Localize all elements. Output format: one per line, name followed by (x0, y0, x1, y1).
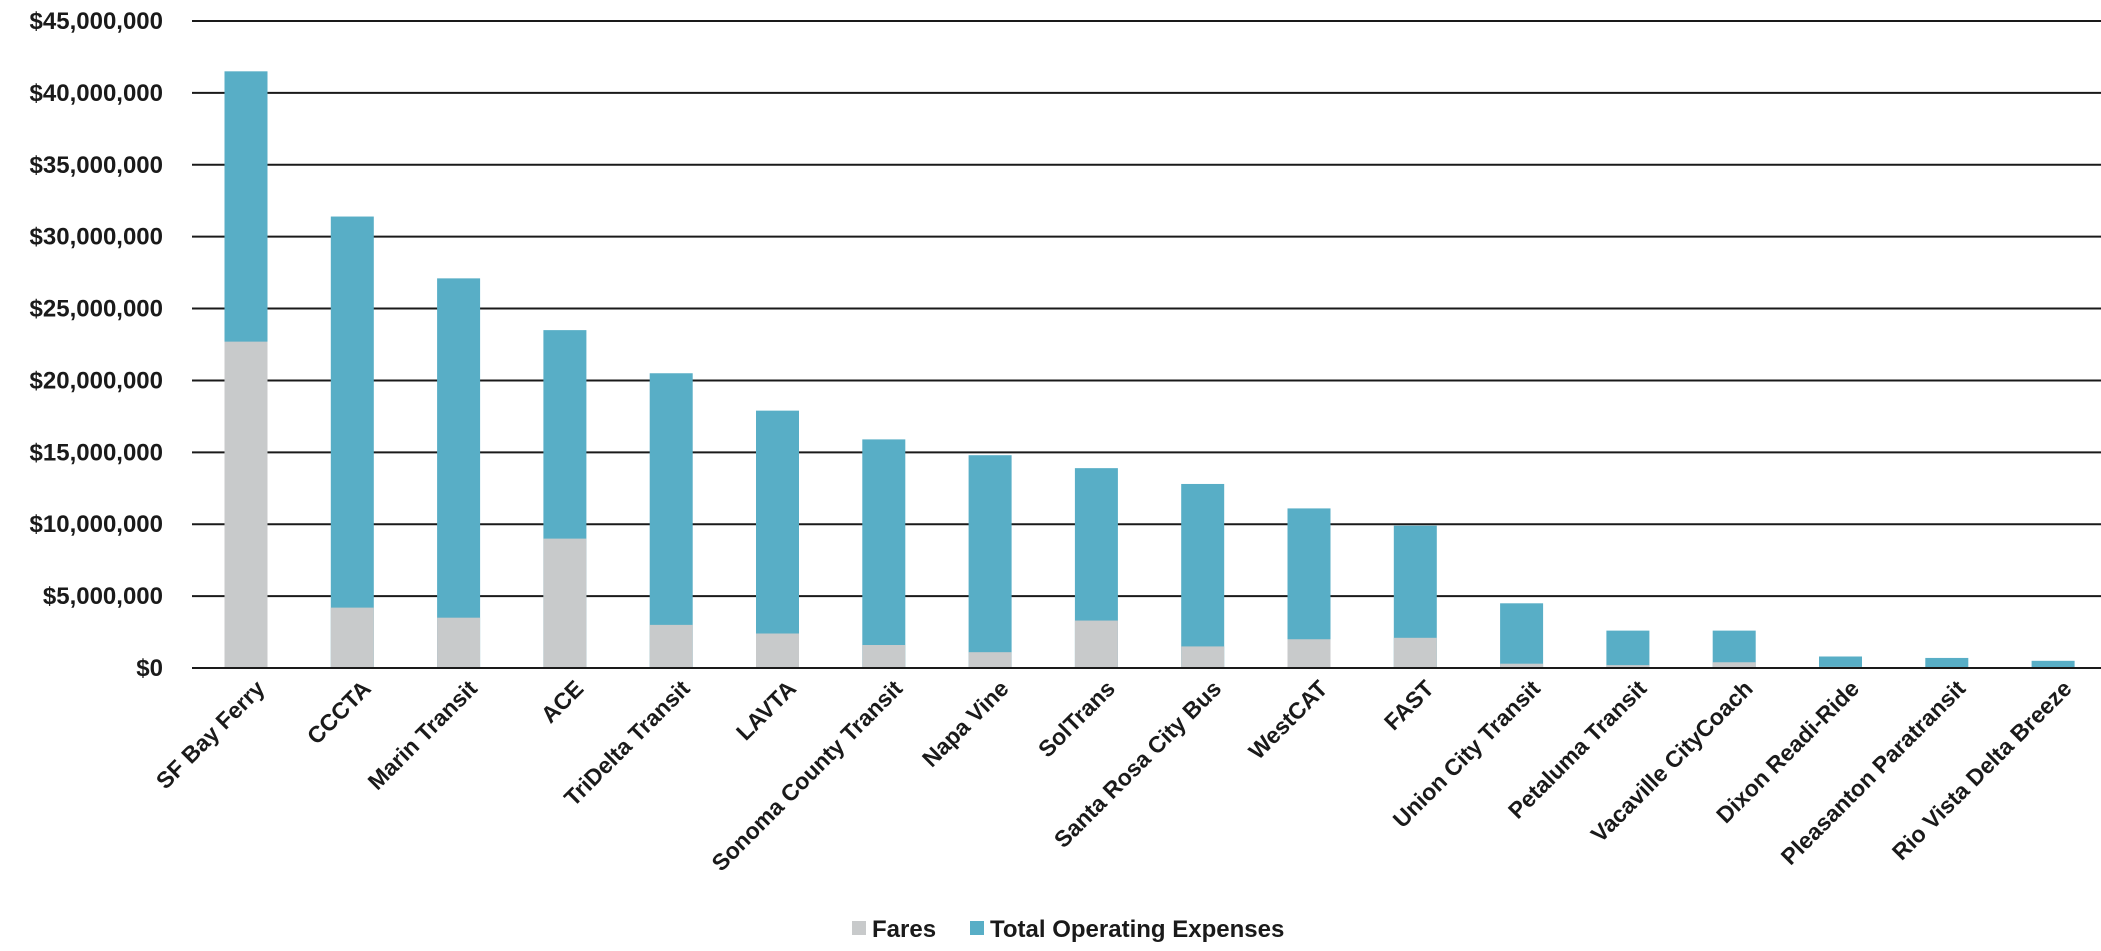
y-tick-label: $25,000,000 (30, 296, 163, 323)
y-tick-label: $0 (136, 655, 163, 682)
legend-label: Fares (872, 916, 936, 943)
bar-total-operating-expenses (330, 216, 374, 668)
legend-swatch (852, 921, 866, 935)
x-category-label: Marin Transit (363, 675, 483, 795)
y-tick-label: $45,000,000 (30, 8, 163, 35)
bar-total-operating-expenses (968, 455, 1012, 668)
bars (192, 71, 2101, 669)
y-tick-label: $5,000,000 (43, 583, 163, 610)
bar-total-operating-expenses (756, 410, 799, 668)
y-tick-label: $15,000,000 (30, 439, 163, 466)
x-category-label: Napa Vine (917, 675, 1014, 772)
y-tick-label: $35,000,000 (30, 152, 163, 179)
bar-fares (1500, 663, 1544, 668)
bar-fares (968, 652, 1012, 668)
legend: Fares Total Operating Expenses (852, 916, 1284, 943)
bar-fares (1074, 620, 1118, 668)
x-category-label: SolTrans (1033, 675, 1120, 762)
y-axis-tick-labels: $0 $5,000,000 $10,000,000 $15,000,000 $20,00… (30, 8, 163, 682)
bar-total-operating-expenses (1181, 483, 1225, 668)
bar-fares (330, 607, 374, 668)
y-tick-label: $10,000,000 (30, 511, 163, 538)
bar-total-operating-expenses (437, 278, 481, 668)
bar-fares (224, 341, 268, 668)
x-category-label: FAST (1379, 675, 1439, 735)
y-tick-label: $20,000,000 (30, 367, 163, 394)
bar-total-operating-expenses (1819, 656, 1862, 668)
x-category-label: LAVTA (731, 675, 801, 745)
bar-fares (649, 624, 693, 668)
legend-label: Total Operating Expenses (990, 916, 1284, 943)
bar-total-operating-expenses (1606, 630, 1650, 668)
bar-fares (1606, 665, 1650, 668)
y-tick-label: $30,000,000 (30, 224, 163, 251)
bar-total-operating-expenses (1712, 630, 1756, 668)
bar-fares (1181, 646, 1225, 668)
bar-total-operating-expenses (1500, 603, 1544, 668)
bar-total-operating-expenses (1925, 657, 1969, 668)
x-category-label: ACE (536, 675, 589, 728)
bar-fares (756, 633, 799, 668)
x-category-label: SF Bay Ferry (151, 675, 270, 794)
bar-fares (1712, 662, 1756, 668)
bar-fares (437, 617, 481, 668)
bar-total-operating-expenses (862, 439, 906, 668)
legend-swatch (970, 921, 984, 935)
bar-fares (543, 538, 587, 668)
y-tick-label: $40,000,000 (30, 80, 163, 107)
bar-total-operating-expenses (649, 373, 693, 668)
bar-fares (1393, 637, 1437, 668)
x-category-label: Sonoma County Transit (706, 675, 907, 876)
bar-fares (862, 644, 906, 668)
bar-total-operating-expenses (2031, 660, 2075, 668)
gridlines (192, 20, 2101, 669)
x-category-label: Rio Vista Delta Breeze (1887, 675, 2077, 865)
x-category-label: Pleasanton Paratransit (1776, 675, 1971, 870)
x-category-label: CCCTA (302, 675, 376, 749)
x-category-label: WestCAT (1243, 675, 1332, 764)
bar-fares (1287, 639, 1331, 668)
